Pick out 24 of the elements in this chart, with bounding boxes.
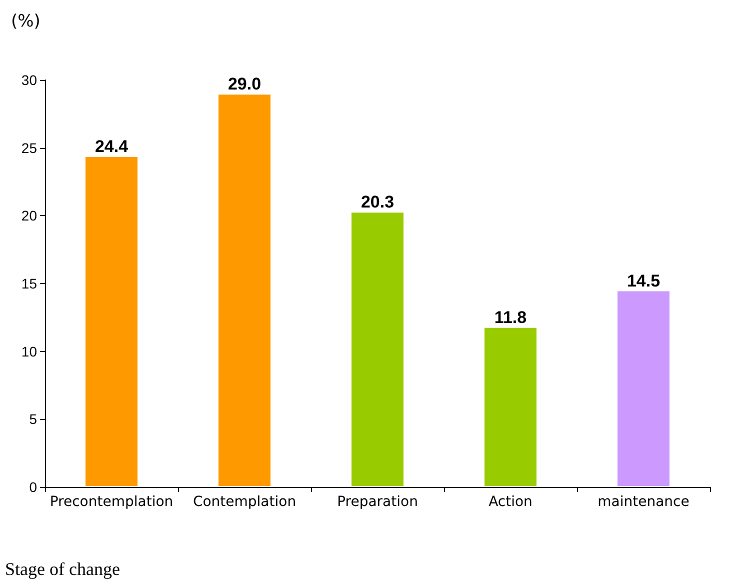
x-tick-label: Action [488, 494, 532, 510]
y-tick-label: 5 [29, 411, 38, 428]
data-label: 29.0 [228, 74, 262, 94]
y-tick-label: 25 [21, 140, 38, 156]
y-axis-title: (%) [11, 12, 40, 32]
bar [218, 94, 272, 487]
x-axis-title: Stage of change [5, 559, 120, 579]
x-tick-label: Preparation [337, 494, 418, 510]
x-tick-label: Precontemplation [50, 494, 174, 510]
data-label: 14.5 [626, 271, 660, 290]
data-label: 11.8 [494, 308, 527, 327]
data-label: 20.3 [360, 192, 394, 212]
bar [350, 212, 404, 487]
y-tick-label: 15 [21, 276, 38, 292]
x-tick-label: Contemplation [192, 494, 296, 510]
bar [484, 326, 538, 487]
data-label: 24.4 [94, 136, 129, 156]
y-tick-label: 10 [21, 343, 38, 360]
y-tick-label: 30 [21, 72, 38, 88]
bar [616, 290, 670, 487]
y-tick-label: 20 [21, 208, 38, 224]
bar [84, 156, 138, 487]
x-tick-label: maintenance [598, 494, 690, 510]
y-tick-label: 0 [29, 479, 38, 495]
